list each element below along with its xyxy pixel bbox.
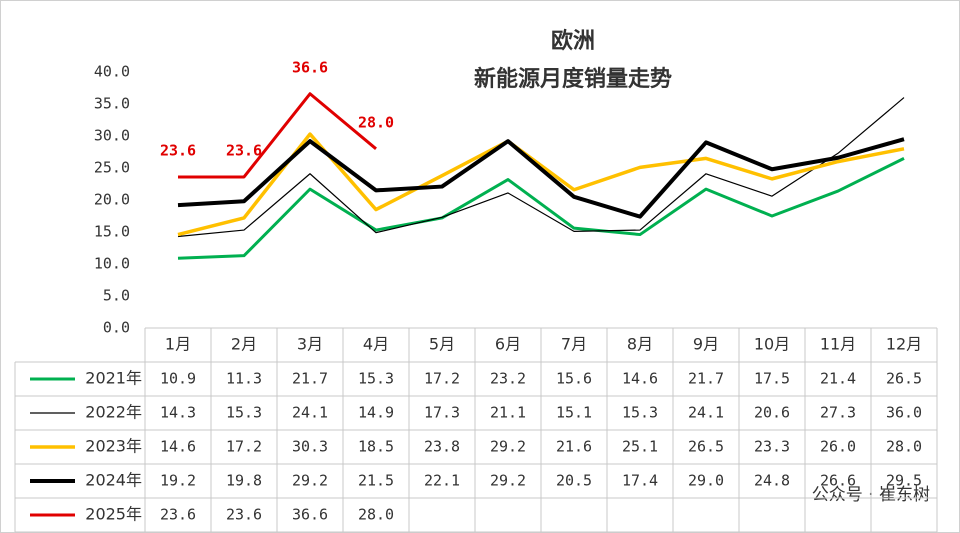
table-cell: 20.6 xyxy=(754,404,790,422)
table-cell: 28.0 xyxy=(886,438,922,456)
chart-subtitle: 新能源月度销量走势 xyxy=(474,66,672,92)
table-cell: 21.5 xyxy=(358,472,394,490)
legend-label: 2025年 xyxy=(85,505,142,524)
table-cell: 24.1 xyxy=(688,404,724,422)
series-line xyxy=(178,92,377,179)
table-cell: 10.9 xyxy=(160,370,196,388)
table-cell: 26.6 xyxy=(820,472,856,490)
table-cell: 30.3 xyxy=(292,438,328,456)
y-tick-label: 10.0 xyxy=(94,255,130,273)
table-cell: 21.1 xyxy=(490,404,526,422)
y-tick-label: 0.0 xyxy=(103,319,130,337)
data-label: 28.0 xyxy=(358,113,394,131)
table-cell: 24.8 xyxy=(754,472,790,490)
y-tick-label: 15.0 xyxy=(94,223,130,241)
chart-title: 欧洲 xyxy=(551,28,595,54)
table-cell: 15.1 xyxy=(556,404,592,422)
series-line xyxy=(177,97,905,238)
y-tick-label: 30.0 xyxy=(94,127,130,145)
legend-label: 2021年 xyxy=(85,369,142,388)
y-tick-label: 25.0 xyxy=(94,159,130,177)
y-tick-label: 20.0 xyxy=(94,191,130,209)
x-tick-label: 3月 xyxy=(297,335,323,354)
table-cell: 23.6 xyxy=(226,506,262,524)
table-cell: 21.4 xyxy=(820,370,856,388)
data-label: 23.6 xyxy=(226,141,262,159)
x-tick-label: 12月 xyxy=(886,335,922,354)
table-cell: 17.5 xyxy=(754,370,790,388)
table-cell: 14.9 xyxy=(358,404,394,422)
table-cell: 21.6 xyxy=(556,438,592,456)
x-tick-label: 2月 xyxy=(231,335,257,354)
table-cell: 36.6 xyxy=(292,506,328,524)
table-cell: 15.3 xyxy=(226,404,262,422)
table-cell: 19.2 xyxy=(160,472,196,490)
series-line xyxy=(177,157,905,260)
x-tick-label: 9月 xyxy=(693,335,719,354)
series-line xyxy=(177,132,905,237)
y-tick-label: 40.0 xyxy=(94,63,130,81)
x-tick-label: 6月 xyxy=(495,335,521,354)
x-tick-label: 8月 xyxy=(627,335,653,354)
table-cell: 15.3 xyxy=(358,370,394,388)
table-cell: 14.6 xyxy=(622,370,658,388)
table-cell: 11.3 xyxy=(226,370,262,388)
table-cell: 23.3 xyxy=(754,438,790,456)
table-cell: 26.5 xyxy=(688,438,724,456)
table-cell: 18.5 xyxy=(358,438,394,456)
table-cell: 17.4 xyxy=(622,472,658,490)
x-tick-label: 4月 xyxy=(363,335,389,354)
table-cell: 21.7 xyxy=(292,370,328,388)
table-cell: 25.1 xyxy=(622,438,658,456)
x-tick-label: 11月 xyxy=(820,335,856,354)
table-cell: 29.0 xyxy=(688,472,724,490)
legend-label: 2023年 xyxy=(85,437,142,456)
table-cell: 19.8 xyxy=(226,472,262,490)
table-cell: 17.3 xyxy=(424,404,460,422)
table-cell: 15.6 xyxy=(556,370,592,388)
table-cell: 23.2 xyxy=(490,370,526,388)
table-cell: 17.2 xyxy=(424,370,460,388)
legend-label: 2024年 xyxy=(85,471,142,490)
x-tick-label: 5月 xyxy=(429,335,455,354)
data-label: 36.6 xyxy=(292,58,328,76)
table-cell: 20.5 xyxy=(556,472,592,490)
x-tick-label: 7月 xyxy=(561,335,587,354)
x-tick-label: 10月 xyxy=(754,335,790,354)
x-tick-label: 1月 xyxy=(165,335,191,354)
series-line xyxy=(177,137,905,219)
y-tick-label: 35.0 xyxy=(94,95,130,113)
y-tick-label: 5.0 xyxy=(103,287,130,305)
table-cell: 29.2 xyxy=(490,472,526,490)
table-cell: 26.5 xyxy=(886,370,922,388)
table-cell: 29.2 xyxy=(292,472,328,490)
table-cell: 24.1 xyxy=(292,404,328,422)
table-cell: 29.5 xyxy=(886,472,922,490)
table-cell: 27.3 xyxy=(820,404,856,422)
data-label: 23.6 xyxy=(160,141,196,159)
table-cell: 26.0 xyxy=(820,438,856,456)
table-cell: 28.0 xyxy=(358,506,394,524)
table-cell: 21.7 xyxy=(688,370,724,388)
legend-label: 2022年 xyxy=(85,403,142,422)
table-cell: 29.2 xyxy=(490,438,526,456)
table-cell: 23.8 xyxy=(424,438,460,456)
table-cell: 14.6 xyxy=(160,438,196,456)
table-cell: 36.0 xyxy=(886,404,922,422)
table-cell: 14.3 xyxy=(160,404,196,422)
table-cell: 23.6 xyxy=(160,506,196,524)
table-cell: 17.2 xyxy=(226,438,262,456)
table-cell: 15.3 xyxy=(622,404,658,422)
table-cell: 22.1 xyxy=(424,472,460,490)
